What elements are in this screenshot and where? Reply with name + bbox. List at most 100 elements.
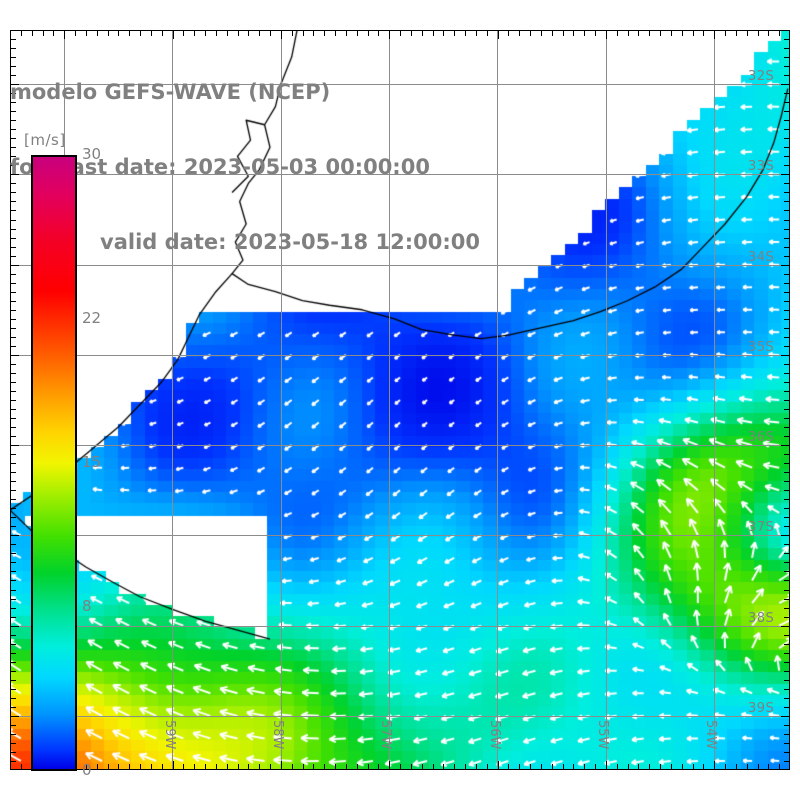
gridline-parallel bbox=[10, 626, 790, 627]
tick-bottom bbox=[768, 764, 769, 770]
tick-left bbox=[10, 653, 16, 654]
map-plot-area[interactable]: 32S 33S 34S 35S 36S 37S 38S 39S bbox=[10, 30, 790, 770]
tick-left bbox=[10, 39, 16, 40]
tick-left bbox=[10, 680, 16, 681]
tick-right bbox=[784, 391, 790, 392]
colorbar[interactable] bbox=[31, 155, 77, 771]
tick-bottom bbox=[508, 764, 509, 770]
tick-right bbox=[784, 337, 790, 338]
tick-left bbox=[10, 725, 16, 726]
tick-right bbox=[784, 508, 790, 509]
tick-bottom bbox=[671, 764, 672, 770]
tick-left bbox=[10, 355, 19, 356]
tick-bottom bbox=[313, 764, 314, 770]
latitude-label: 34S bbox=[748, 249, 775, 265]
gridline-meridian bbox=[606, 30, 607, 770]
tick-bottom bbox=[563, 764, 564, 770]
tick-bottom bbox=[151, 764, 152, 770]
tick-left bbox=[10, 274, 16, 275]
tick-right bbox=[784, 580, 790, 581]
tick-bottom bbox=[97, 764, 98, 770]
tick-bottom bbox=[541, 764, 542, 770]
tick-left bbox=[10, 553, 16, 554]
tick-right bbox=[784, 698, 790, 699]
tick-top bbox=[443, 30, 444, 36]
tick-left bbox=[10, 689, 16, 690]
tick-bottom bbox=[86, 764, 87, 770]
tick-right bbox=[784, 301, 790, 302]
tick-right bbox=[784, 75, 790, 76]
tick-right bbox=[784, 57, 790, 58]
tick-right bbox=[784, 129, 790, 130]
tick-bottom bbox=[173, 761, 174, 770]
tick-top bbox=[703, 30, 704, 36]
tick-top bbox=[649, 30, 650, 36]
tick-left bbox=[10, 644, 16, 645]
tick-top bbox=[227, 30, 228, 36]
tick-left bbox=[10, 192, 16, 193]
tick-right bbox=[784, 653, 790, 654]
tick-bottom bbox=[779, 764, 780, 770]
tick-left bbox=[10, 535, 19, 536]
title-valid-date: valid date: 2023-05-18 12:00:00 bbox=[100, 230, 480, 254]
latitude-label: 35S bbox=[748, 339, 775, 355]
tick-bottom bbox=[487, 764, 488, 770]
tick-top bbox=[151, 30, 152, 36]
tick-bottom bbox=[606, 761, 607, 770]
tick-bottom bbox=[682, 764, 683, 770]
tick-left bbox=[10, 256, 16, 257]
latitude-label: 37S bbox=[748, 520, 775, 536]
tick-right bbox=[784, 608, 790, 609]
tick-bottom bbox=[357, 764, 358, 770]
tick-left bbox=[10, 571, 16, 572]
tick-bottom bbox=[649, 764, 650, 770]
tick-top bbox=[86, 30, 87, 36]
tick-right bbox=[784, 734, 790, 735]
tick-left bbox=[10, 373, 16, 374]
colorbar-gradient bbox=[31, 155, 77, 771]
tick-top bbox=[714, 30, 715, 39]
tick-left bbox=[10, 716, 19, 717]
tick-top bbox=[563, 30, 564, 36]
tick-left bbox=[10, 481, 16, 482]
tick-left bbox=[10, 472, 16, 473]
tick-right bbox=[784, 544, 790, 545]
tick-left bbox=[10, 526, 16, 527]
tick-top bbox=[162, 30, 163, 36]
tick-bottom bbox=[227, 764, 228, 770]
tick-top bbox=[628, 30, 629, 36]
tick-bottom bbox=[660, 764, 661, 770]
tick-top bbox=[75, 30, 76, 36]
tick-bottom bbox=[324, 764, 325, 770]
tick-left bbox=[10, 310, 16, 311]
tick-bottom bbox=[216, 764, 217, 770]
tick-top bbox=[682, 30, 683, 36]
tick-bottom bbox=[378, 764, 379, 770]
tick-top bbox=[693, 30, 694, 36]
longitude-label: 57W bbox=[378, 720, 394, 750]
tick-bottom bbox=[638, 764, 639, 770]
tick-right bbox=[784, 138, 790, 139]
tick-left bbox=[10, 57, 16, 58]
gridline-parallel bbox=[10, 355, 790, 356]
tick-left bbox=[10, 174, 19, 175]
tick-right bbox=[784, 680, 790, 681]
tick-top bbox=[378, 30, 379, 36]
tick-bottom bbox=[270, 764, 271, 770]
tick-left bbox=[10, 617, 16, 618]
tick-left bbox=[10, 445, 19, 446]
tick-right bbox=[784, 517, 790, 518]
tick-top bbox=[768, 30, 769, 36]
tick-top bbox=[433, 30, 434, 36]
tick-right bbox=[784, 274, 790, 275]
tick-top bbox=[21, 30, 22, 36]
tick-bottom bbox=[411, 764, 412, 770]
tick-bottom bbox=[736, 764, 737, 770]
tick-right bbox=[784, 120, 790, 121]
tick-left bbox=[10, 93, 16, 94]
tick-right bbox=[784, 292, 790, 293]
colorbar-tick-label: 8 bbox=[82, 596, 92, 615]
tick-right bbox=[784, 454, 790, 455]
tick-bottom bbox=[465, 764, 466, 770]
tick-bottom bbox=[595, 764, 596, 770]
